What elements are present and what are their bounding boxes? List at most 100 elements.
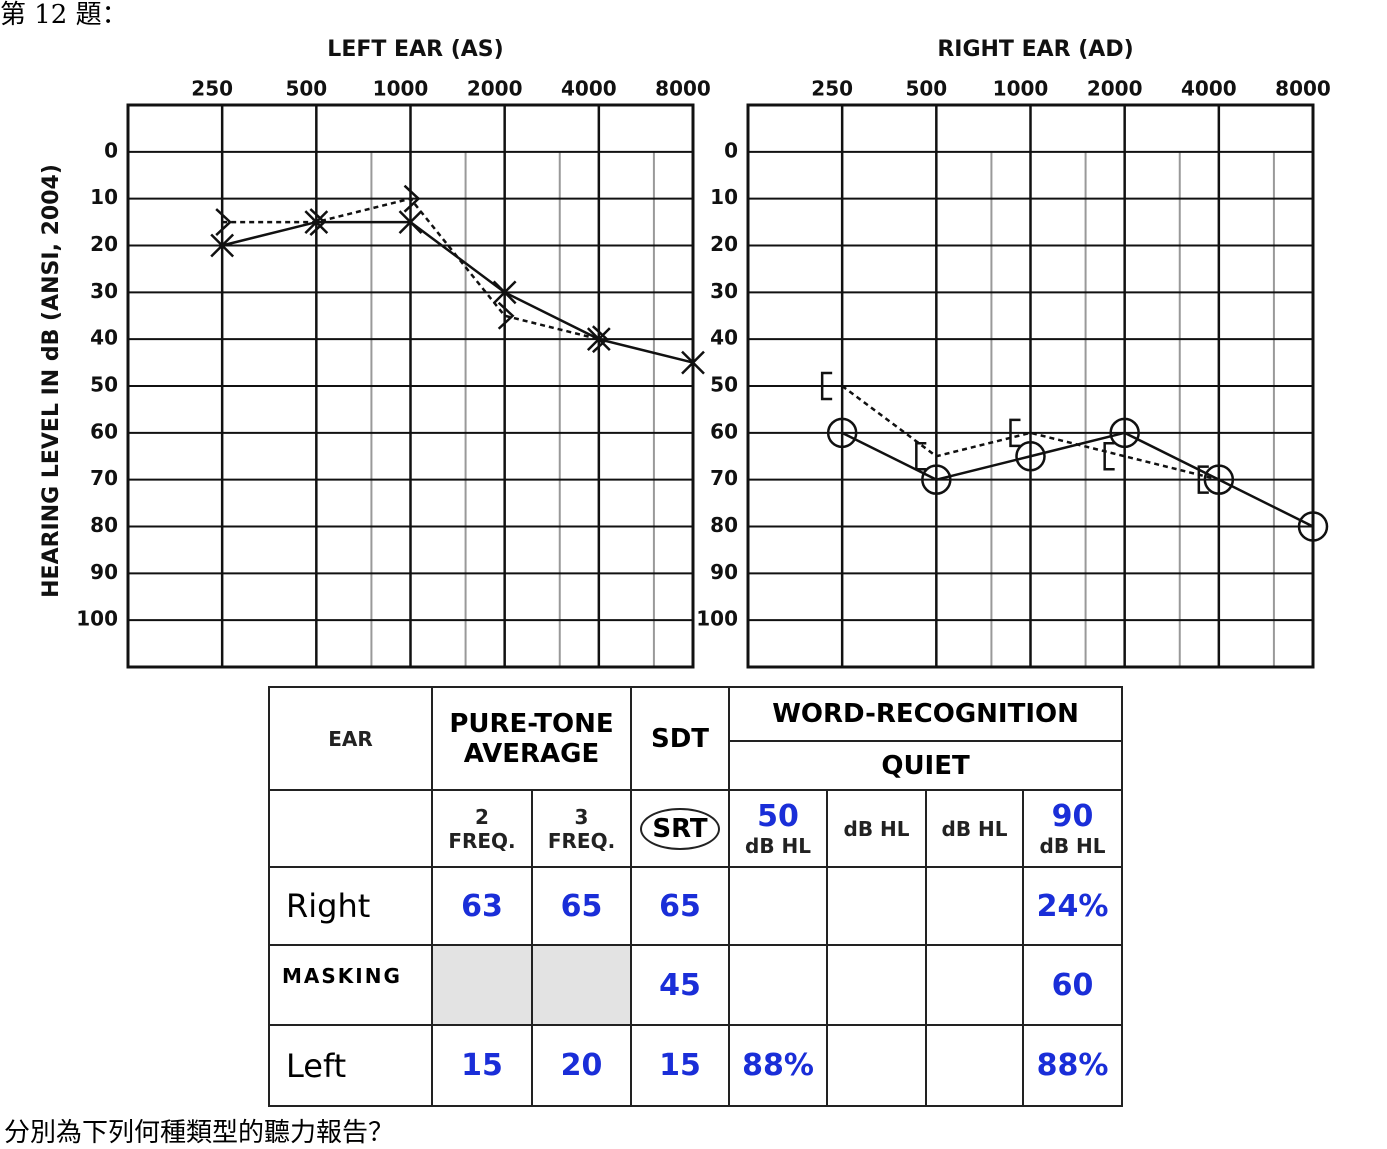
sub-header-text: FREQ. [547, 828, 616, 853]
cell-value: 45 [630, 944, 731, 1026]
marker [403, 184, 421, 213]
x-tick-label: 8000 [655, 77, 711, 101]
y-tick-label: 60 [710, 419, 738, 443]
plot-frame [746, 103, 1315, 669]
sub-header: dB HL [826, 789, 928, 868]
marker [591, 325, 609, 354]
marker [1109, 417, 1140, 449]
empty-cell [268, 789, 433, 868]
marker [1297, 511, 1329, 542]
header: 第 12 題： [0, 0, 128, 30]
y-tick-label: 0 [724, 138, 738, 162]
marker [921, 464, 952, 495]
y-axis-label: HEARING LEVEL IN dB (ANSI, 2004) [39, 164, 64, 598]
marker [492, 280, 517, 305]
y-tick-label: 60 [90, 419, 118, 443]
cell-value: 15 [431, 1024, 533, 1107]
ear-header: EAR [268, 686, 433, 791]
marker [1015, 441, 1046, 472]
x-tick-label: 8000 [1275, 77, 1331, 101]
marker [1009, 418, 1021, 448]
sub-header-text: dB HL [843, 816, 910, 841]
row-label: Left [268, 1024, 433, 1107]
quiet-header: QUIET [728, 740, 1124, 791]
marker [915, 442, 927, 471]
cell-value: 65 [630, 866, 731, 946]
y-tick-label: 100 [696, 607, 738, 631]
y-tick-label: 90 [710, 560, 738, 584]
plot-frame [126, 103, 695, 669]
footer: 分別為下列何種類型的聽力報告？ [4, 1118, 395, 1148]
y-tick-label: 80 [90, 513, 118, 537]
cell-value: 88% [1022, 1024, 1124, 1107]
series-line [221, 220, 694, 364]
empty-cell [925, 944, 1025, 1026]
sdt-header: SDT [630, 686, 731, 791]
sub-header: SRT [630, 789, 731, 868]
empty-cell [925, 866, 1025, 946]
y-tick-label: 0 [104, 138, 118, 162]
wr-header: WORD-RECOGNITION [728, 686, 1124, 742]
x-tick-label: 250 [191, 77, 233, 101]
series-line [222, 197, 600, 341]
row-label: MASKING [268, 944, 433, 1026]
y-tick-label: 40 [90, 326, 118, 350]
chart-title: RIGHT EAR (AD) [937, 37, 1133, 62]
empty-cell [530, 944, 633, 1026]
x-tick-label: 250 [811, 77, 853, 101]
y-tick-label: 70 [90, 466, 118, 490]
sub-header-number: 50 [757, 799, 799, 834]
sub-header: 2 FREQ. [431, 789, 533, 868]
sub-header-text: FREQ. [448, 828, 516, 853]
audiograms: LEFT EAR (AS) HEARING LEVEL IN dB (ANSI, … [39, 37, 1331, 669]
empty-cell [728, 866, 829, 946]
y-tick-label: 50 [710, 373, 738, 397]
sub-header-text: dB HL [745, 834, 812, 858]
x-tick-label: 500 [285, 77, 327, 101]
empty-cell [826, 1024, 928, 1107]
cell-value: 20 [530, 1024, 633, 1107]
sub-header-number: 2 [475, 804, 489, 829]
marker [497, 301, 515, 330]
marker [215, 208, 233, 236]
empty-cell [826, 866, 928, 946]
pta-header: PURE-TONE AVERAGE [430, 686, 633, 791]
x-tick-label: 500 [905, 77, 947, 101]
sub-header: 3 FREQ. [530, 789, 633, 868]
y-tick-label: 30 [90, 279, 118, 303]
sub-header-text: dB HL [941, 816, 1008, 841]
marker [1203, 464, 1235, 495]
y-tick-label: 80 [710, 513, 738, 537]
x-tick-label: 1000 [993, 77, 1049, 101]
y-tick-label: 40 [710, 326, 738, 350]
marker [1103, 442, 1115, 471]
y-tick-label: 30 [710, 279, 738, 303]
series-line [841, 384, 1220, 481]
empty-cell [431, 944, 533, 1026]
cell-value: 65 [530, 866, 633, 946]
y-tick-label: 20 [710, 232, 738, 256]
marker [826, 417, 858, 449]
y-tick-label: 20 [90, 232, 118, 256]
y-tick-label: 50 [90, 373, 118, 397]
cell-value: 24% [1022, 866, 1124, 946]
marker [398, 210, 423, 234]
x-tick-label: 4000 [1181, 77, 1237, 101]
chart-title: LEFT EAR (AS) [327, 37, 503, 62]
y-tick-label: 90 [90, 560, 118, 584]
x-tick-label: 1000 [373, 77, 429, 101]
y-tick-label: 70 [710, 466, 738, 490]
x-tick-label: 2000 [467, 77, 523, 101]
marker [1197, 465, 1209, 494]
empty-cell [826, 944, 928, 1026]
sub-header-number: 3 [574, 804, 589, 829]
sub-header: dB HL [925, 789, 1025, 868]
x-tick-label: 4000 [561, 77, 617, 101]
marker [820, 371, 833, 401]
x-tick-label: 2000 [1087, 77, 1143, 101]
sub-header-text: dB HL [1039, 834, 1106, 858]
empty-cell [728, 944, 829, 1026]
cell-value: 60 [1022, 944, 1124, 1026]
sub-header-text: SRT [640, 807, 720, 850]
